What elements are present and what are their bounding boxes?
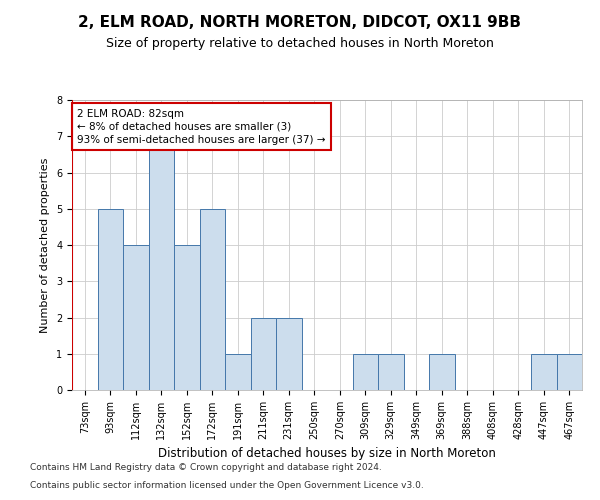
Text: 2 ELM ROAD: 82sqm
← 8% of detached houses are smaller (3)
93% of semi-detached h: 2 ELM ROAD: 82sqm ← 8% of detached house… (77, 108, 326, 145)
Bar (251, 318, 276, 390)
Bar (149, 136, 174, 390)
Bar (276, 318, 302, 390)
Bar (97, 209, 123, 390)
X-axis label: Distribution of detached houses by size in North Moreton: Distribution of detached houses by size … (158, 448, 496, 460)
Text: Size of property relative to detached houses in North Moreton: Size of property relative to detached ho… (106, 38, 494, 51)
Bar (378, 354, 404, 390)
Text: Contains HM Land Registry data © Crown copyright and database right 2024.: Contains HM Land Registry data © Crown c… (30, 464, 382, 472)
Y-axis label: Number of detached properties: Number of detached properties (40, 158, 50, 332)
Bar (353, 354, 378, 390)
Text: Contains public sector information licensed under the Open Government Licence v3: Contains public sector information licen… (30, 481, 424, 490)
Bar (429, 354, 455, 390)
Bar (225, 354, 251, 390)
Bar (199, 209, 225, 390)
Bar (531, 354, 557, 390)
Bar (557, 354, 582, 390)
Bar (123, 245, 149, 390)
Bar (174, 245, 199, 390)
Text: 2, ELM ROAD, NORTH MORETON, DIDCOT, OX11 9BB: 2, ELM ROAD, NORTH MORETON, DIDCOT, OX11… (79, 15, 521, 30)
